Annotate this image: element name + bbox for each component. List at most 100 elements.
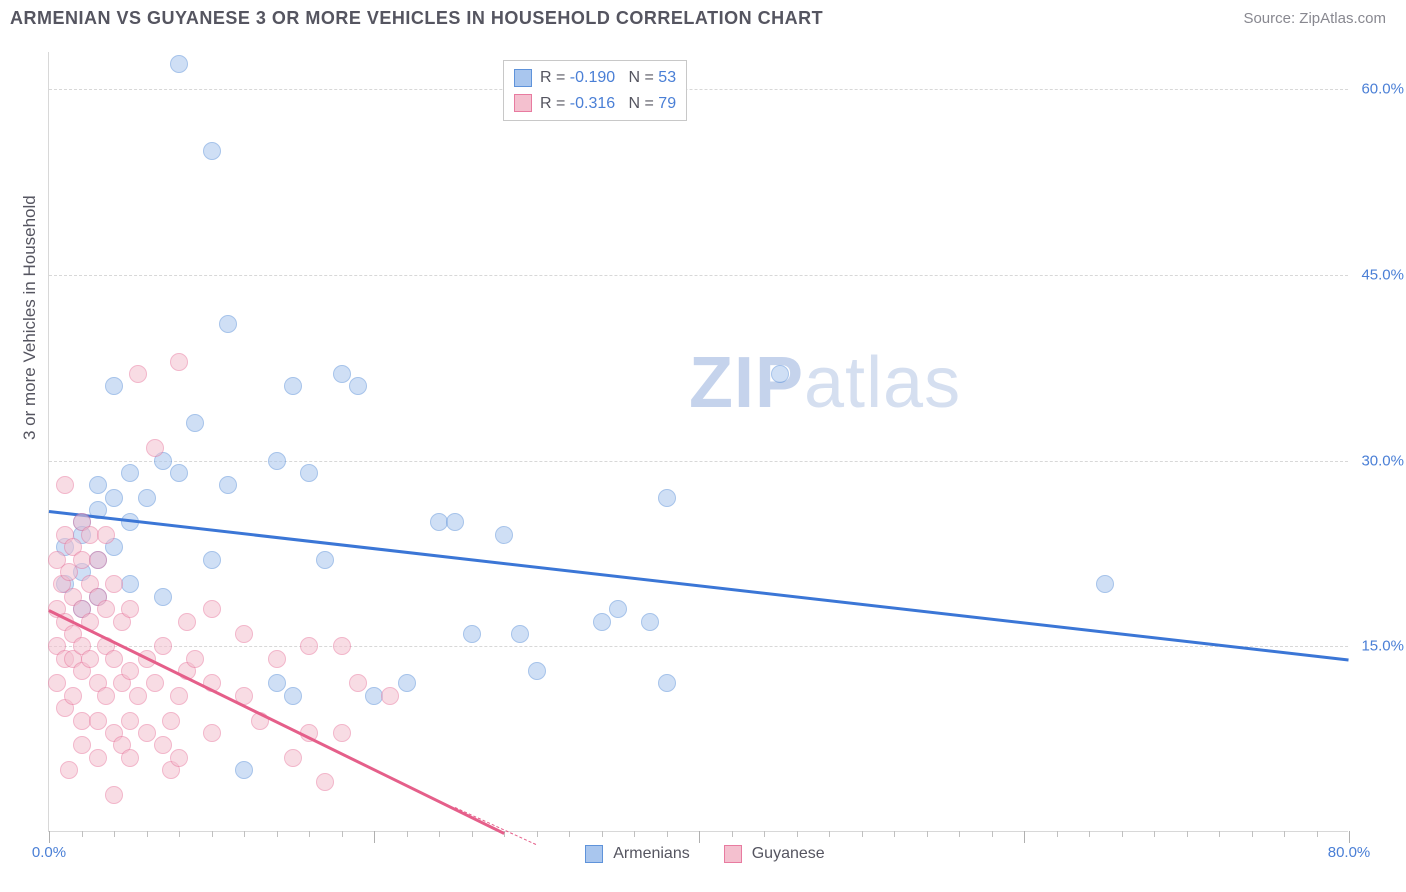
xtick-label: 0.0% bbox=[32, 844, 66, 861]
xtick-minor bbox=[1089, 831, 1090, 837]
yaxis-title: 3 or more Vehicles in Household bbox=[20, 195, 40, 440]
chart-header: ARMENIAN VS GUYANESE 3 OR MORE VEHICLES … bbox=[0, 0, 1406, 37]
xtick-major bbox=[1024, 831, 1025, 843]
data-point bbox=[105, 377, 123, 395]
data-point bbox=[121, 712, 139, 730]
data-point bbox=[381, 687, 399, 705]
data-point bbox=[178, 613, 196, 631]
data-point bbox=[284, 687, 302, 705]
data-point bbox=[1096, 575, 1114, 593]
data-point bbox=[349, 674, 367, 692]
xtick-minor bbox=[1317, 831, 1318, 837]
data-point bbox=[89, 476, 107, 494]
watermark-zip: ZIP bbox=[689, 343, 804, 423]
data-point bbox=[154, 736, 172, 754]
legend-series: ArmeniansGuyanese bbox=[585, 845, 848, 863]
data-point bbox=[284, 749, 302, 767]
trendline-extrapolated bbox=[455, 807, 537, 845]
xtick-minor bbox=[959, 831, 960, 837]
data-point bbox=[170, 353, 188, 371]
data-point bbox=[235, 625, 253, 643]
xtick-minor bbox=[1252, 831, 1253, 837]
data-point bbox=[528, 662, 546, 680]
data-point bbox=[154, 588, 172, 606]
xtick-minor bbox=[569, 831, 570, 837]
legend-swatch bbox=[514, 94, 532, 112]
xtick-minor bbox=[862, 831, 863, 837]
watermark: ZIPatlas bbox=[689, 342, 961, 424]
data-point bbox=[316, 551, 334, 569]
data-point bbox=[398, 674, 416, 692]
data-point bbox=[316, 773, 334, 791]
data-point bbox=[146, 674, 164, 692]
data-point bbox=[121, 662, 139, 680]
data-point bbox=[203, 600, 221, 618]
xtick-minor bbox=[407, 831, 408, 837]
xtick-minor bbox=[309, 831, 310, 837]
data-point bbox=[97, 600, 115, 618]
data-point bbox=[129, 687, 147, 705]
data-point bbox=[333, 365, 351, 383]
xtick-minor bbox=[439, 831, 440, 837]
xtick-major bbox=[374, 831, 375, 843]
legend-stats: R = -0.190 N = 53 bbox=[540, 65, 676, 91]
ytick-label: 60.0% bbox=[1361, 81, 1404, 98]
xtick-minor bbox=[829, 831, 830, 837]
legend-swatch bbox=[514, 69, 532, 87]
legend-swatch bbox=[585, 845, 603, 863]
gridline bbox=[49, 89, 1348, 90]
data-point bbox=[121, 464, 139, 482]
gridline bbox=[49, 275, 1348, 276]
xtick-minor bbox=[537, 831, 538, 837]
data-point bbox=[64, 687, 82, 705]
data-point bbox=[300, 464, 318, 482]
xtick-minor bbox=[797, 831, 798, 837]
ytick-label: 15.0% bbox=[1361, 638, 1404, 655]
xtick-label: 80.0% bbox=[1328, 844, 1371, 861]
data-point bbox=[121, 749, 139, 767]
data-point bbox=[105, 786, 123, 804]
legend-correlation: R = -0.190 N = 53R = -0.316 N = 79 bbox=[503, 60, 687, 121]
data-point bbox=[593, 613, 611, 631]
legend-stats: R = -0.316 N = 79 bbox=[540, 91, 676, 117]
data-point bbox=[105, 650, 123, 668]
data-point bbox=[658, 489, 676, 507]
data-point bbox=[56, 476, 74, 494]
data-point bbox=[219, 476, 237, 494]
watermark-atlas: atlas bbox=[804, 343, 961, 423]
data-point bbox=[495, 526, 513, 544]
data-point bbox=[154, 637, 172, 655]
data-point bbox=[333, 637, 351, 655]
data-point bbox=[60, 761, 78, 779]
data-point bbox=[446, 513, 464, 531]
data-point bbox=[300, 637, 318, 655]
xtick-minor bbox=[277, 831, 278, 837]
xtick-minor bbox=[1187, 831, 1188, 837]
source-label: Source: ZipAtlas.com bbox=[1243, 10, 1386, 27]
data-point bbox=[203, 724, 221, 742]
data-point bbox=[73, 736, 91, 754]
legend-row: R = -0.316 N = 79 bbox=[514, 91, 676, 117]
xtick-major bbox=[49, 831, 50, 843]
data-point bbox=[105, 489, 123, 507]
xtick-major bbox=[699, 831, 700, 843]
xtick-minor bbox=[472, 831, 473, 837]
xtick-minor bbox=[147, 831, 148, 837]
legend-series-label: Armenians bbox=[613, 845, 689, 863]
data-point bbox=[641, 613, 659, 631]
data-point bbox=[463, 625, 481, 643]
scatter-chart: ZIPatlas 15.0%30.0%45.0%60.0%0.0%80.0%R … bbox=[48, 52, 1348, 832]
data-point bbox=[268, 674, 286, 692]
xtick-minor bbox=[992, 831, 993, 837]
xtick-minor bbox=[1219, 831, 1220, 837]
data-point bbox=[268, 650, 286, 668]
data-point bbox=[203, 551, 221, 569]
xtick-major bbox=[1349, 831, 1350, 843]
xtick-minor bbox=[732, 831, 733, 837]
data-point bbox=[138, 489, 156, 507]
data-point bbox=[771, 365, 789, 383]
xtick-minor bbox=[764, 831, 765, 837]
xtick-minor bbox=[894, 831, 895, 837]
data-point bbox=[170, 687, 188, 705]
xtick-minor bbox=[212, 831, 213, 837]
